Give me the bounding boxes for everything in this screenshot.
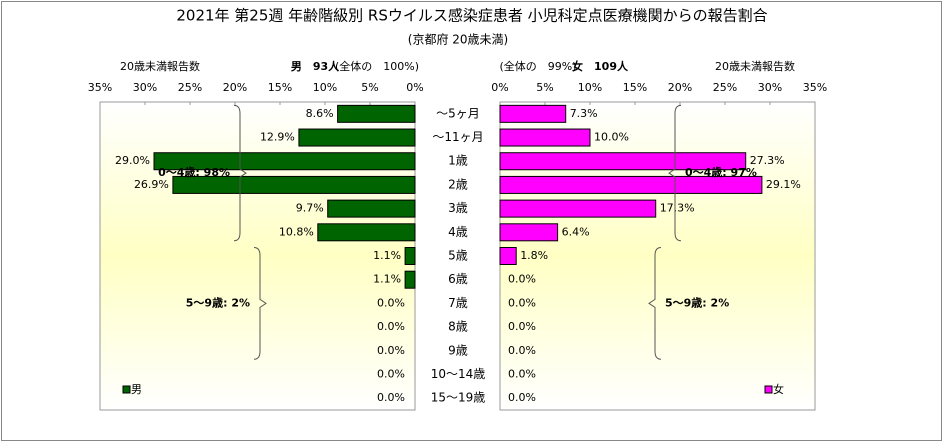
category-label: 8歳 [448, 320, 468, 334]
value-label: 1.1% [373, 249, 401, 262]
x-tick-label: 35% [803, 81, 827, 94]
value-label: 0.0% [377, 391, 405, 404]
category-label: 3歳 [448, 201, 468, 215]
value-label: 0.0% [508, 296, 536, 309]
category-label: 1歳 [448, 154, 468, 168]
category-label: 15～19歳 [431, 391, 486, 405]
value-label: 12.9% [260, 131, 295, 144]
category-label: 9歳 [448, 343, 468, 357]
category-label: 10～14歳 [431, 367, 486, 381]
legend-label: 女 [773, 382, 784, 396]
bar [499, 104, 567, 123]
x-tick-label: 30% [758, 81, 782, 94]
panel-total: 女 109人 [572, 59, 629, 73]
panel-total: 男 93人 [291, 59, 340, 73]
category-label: 2歳 [448, 177, 468, 191]
category-label: 4歳 [448, 225, 468, 239]
value-label: 8.6% [306, 107, 334, 120]
panel-header: 20歳未満報告数 [120, 60, 200, 73]
x-tick-label: 15% [268, 81, 292, 94]
bar [499, 199, 657, 218]
value-label: 29.0% [115, 154, 150, 167]
bracket [668, 104, 682, 242]
chart-subtitle: (京都府 20歳未満) [408, 32, 508, 47]
bracket [648, 247, 662, 360]
category-label: ～11ヶ月 [432, 130, 483, 144]
value-label: 0.0% [508, 367, 536, 380]
x-tick-label: 10% [313, 81, 337, 94]
value-label: 0.0% [508, 391, 536, 404]
panel-share: (全体の 100%) [335, 59, 419, 73]
bracket-label: 0～4歳: 98% [158, 165, 230, 179]
bar [327, 199, 416, 218]
value-label: 26.9% [134, 178, 169, 191]
value-label: 0.0% [377, 320, 405, 333]
value-label: 1.8% [520, 249, 548, 262]
x-tick-label: 20% [668, 81, 692, 94]
value-label: 10.0% [594, 131, 629, 144]
value-label: 17.3% [660, 202, 695, 215]
value-label: 7.3% [570, 107, 598, 120]
value-label: 6.4% [562, 225, 590, 238]
value-label: 0.0% [508, 273, 536, 286]
bar [499, 152, 747, 171]
bracket-label: 5～9歳: 2% [186, 295, 250, 309]
x-tick-label: 0% [406, 81, 423, 94]
x-tick-label: 25% [178, 81, 202, 94]
bar [172, 175, 416, 194]
bracket [233, 104, 247, 242]
value-label: 0.0% [377, 296, 405, 309]
x-tick-label: 15% [623, 81, 647, 94]
x-tick-label: 5% [536, 81, 553, 94]
left-plot [99, 101, 416, 411]
x-tick-label: 35% [88, 81, 112, 94]
bar [337, 104, 416, 123]
chart-title: 2021年 第25週 年齢階級別 RSウイルス感染症患者 小児科定点医療機関から… [176, 7, 767, 25]
bar [499, 128, 591, 147]
bar [499, 247, 517, 265]
category-label: 5歳 [448, 249, 468, 263]
bracket [253, 247, 267, 360]
x-tick-label: 30% [133, 81, 157, 94]
value-label: 10.8% [279, 225, 314, 238]
legend-label: 男 [131, 383, 142, 396]
x-tick-label: 20% [223, 81, 247, 94]
category-label: 6歳 [448, 272, 468, 286]
x-tick-label: 10% [578, 81, 602, 94]
legend-swatch [122, 385, 131, 394]
x-tick-label: 0% [491, 81, 508, 94]
category-label: ～5ヶ月 [436, 106, 480, 120]
bar [499, 223, 559, 242]
bar [317, 223, 416, 242]
bar [404, 247, 416, 265]
category-label: 7歳 [448, 296, 468, 310]
value-label: 1.1% [373, 273, 401, 286]
bracket-label: 0～4歳: 97% [685, 165, 757, 179]
value-label: 0.0% [377, 367, 405, 380]
value-label: 0.0% [377, 344, 405, 357]
x-tick-label: 25% [713, 81, 737, 94]
panel-share: (全体の 99%) [499, 59, 576, 73]
value-label: 29.1% [766, 178, 801, 191]
legend-swatch [764, 385, 773, 394]
panel-header: 20歳未満報告数 [715, 60, 795, 73]
value-label: 0.0% [508, 320, 536, 333]
value-label: 27.3% [750, 154, 785, 167]
value-label: 0.0% [508, 344, 536, 357]
bar [499, 175, 763, 194]
bar [404, 270, 416, 289]
bar [153, 152, 416, 171]
x-tick-label: 5% [361, 81, 378, 94]
value-label: 9.7% [296, 202, 324, 215]
bracket-label: 5～9歳: 2% [665, 295, 729, 309]
bar [298, 128, 416, 147]
